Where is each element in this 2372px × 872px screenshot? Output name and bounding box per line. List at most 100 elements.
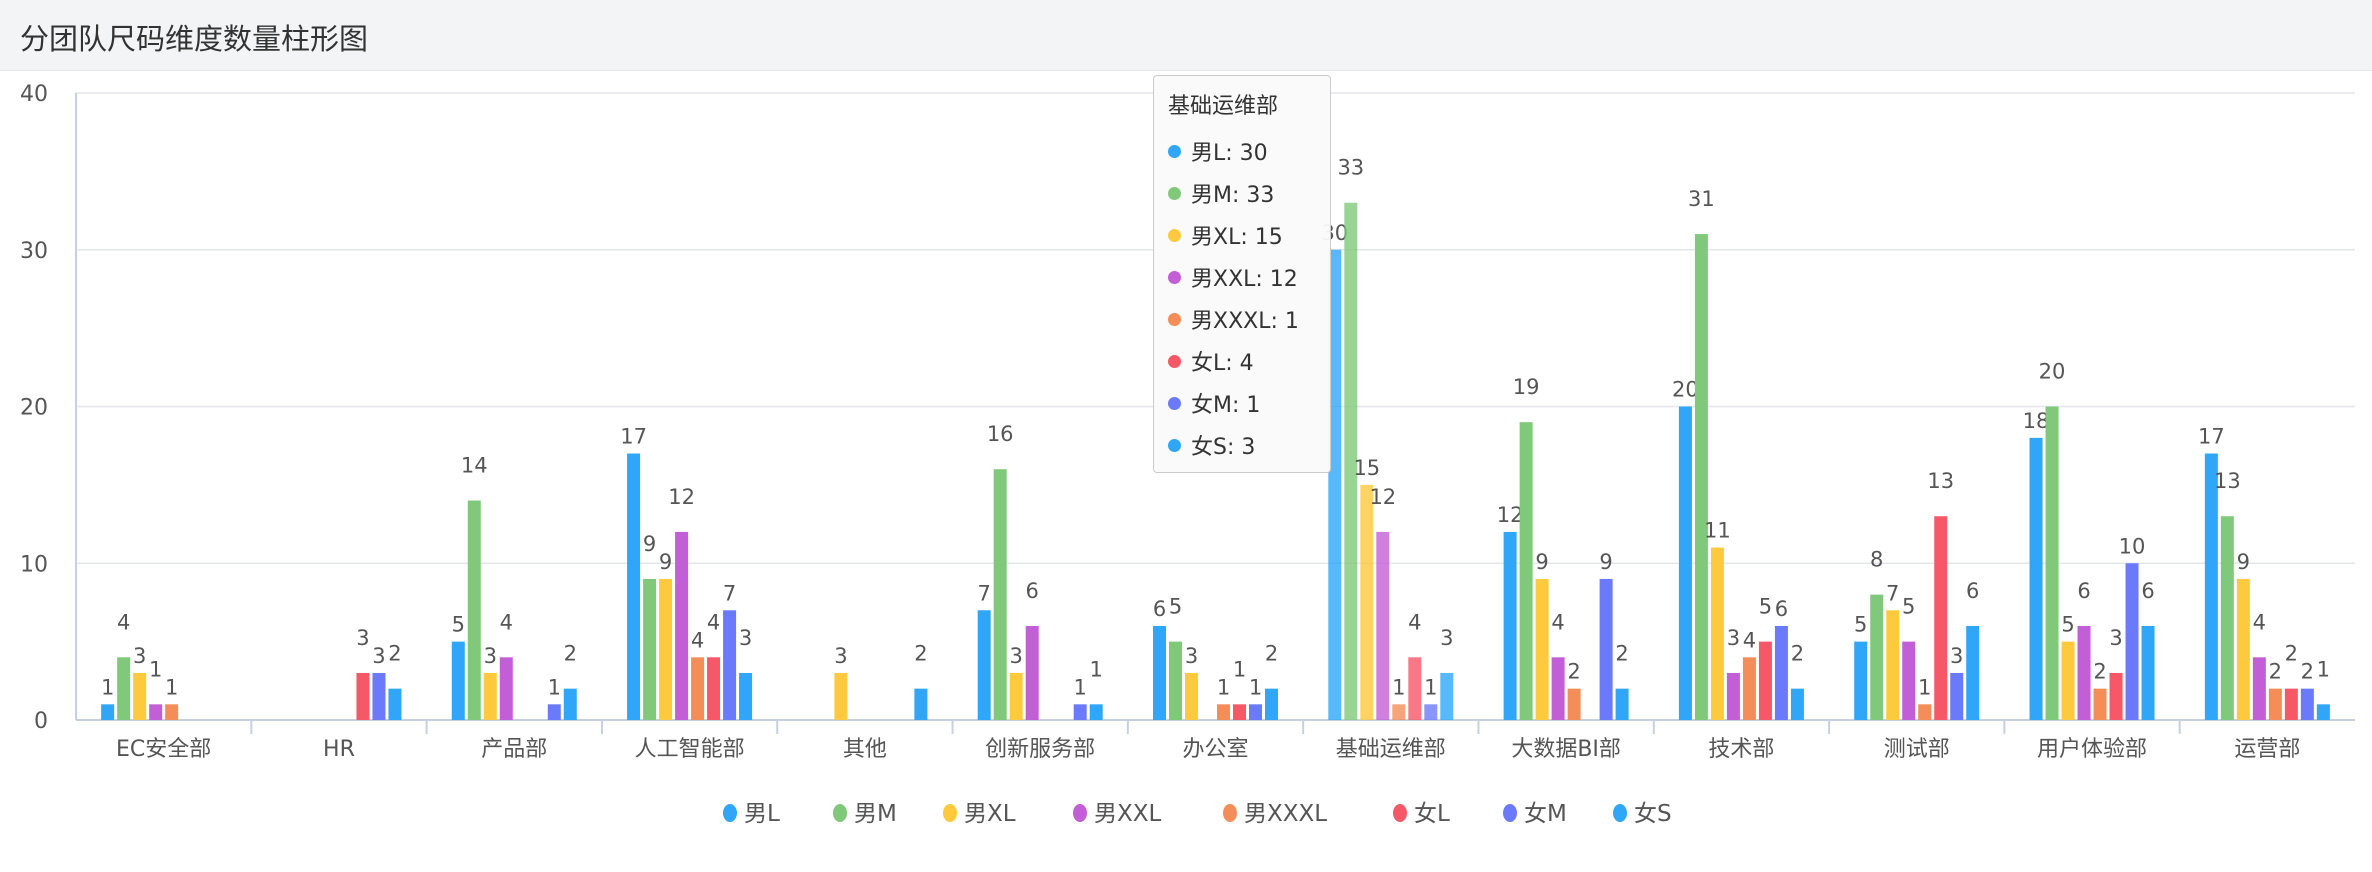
data-label: 6 [1153, 597, 1166, 621]
bar [1710, 547, 1724, 720]
legend-item[interactable]: 男M [854, 801, 897, 827]
data-label: 3 [1185, 644, 1198, 668]
bar [547, 704, 561, 720]
x-tick-label: 用户体验部 [2037, 737, 2147, 762]
data-label: 3 [739, 626, 752, 650]
tooltip-value: 女M: 1 [1191, 393, 1261, 418]
bar [2061, 641, 2075, 720]
data-label: 4 [1743, 628, 1756, 652]
legend-marker [723, 804, 737, 822]
tooltip-value: 男XL: 15 [1191, 225, 1283, 250]
legend-item[interactable]: 男XL [964, 801, 1016, 827]
bar [388, 688, 402, 720]
tooltip-row: 男L: 30 [1168, 130, 1316, 172]
legend-marker [1393, 804, 1407, 822]
legend-marker [1613, 804, 1627, 822]
bar [2284, 688, 2298, 720]
bar [1265, 688, 1278, 720]
data-label: 1 [548, 675, 561, 699]
bar [707, 657, 721, 720]
legend-item[interactable]: 男XXL [1094, 801, 1162, 827]
data-label: 4 [691, 628, 704, 652]
bar [1726, 672, 1740, 720]
x-tick-label: 测试部 [1884, 737, 1950, 762]
data-label: 8 [1870, 548, 1883, 572]
data-label: 3 [2109, 626, 2122, 650]
tooltip-row: 女M: 1 [1168, 382, 1316, 424]
tooltip-value: 男XXXL: 1 [1191, 309, 1299, 334]
x-tick-label: 创新服务部 [985, 737, 1095, 762]
data-label: 1 [1249, 675, 1262, 699]
bar [1535, 578, 1549, 720]
bar [2204, 453, 2218, 720]
bar [1918, 704, 1932, 720]
bar [1009, 672, 1023, 720]
bar [643, 578, 657, 720]
data-label: 3 [356, 626, 369, 650]
bar [1774, 625, 1788, 720]
data-label: 31 [1688, 187, 1715, 211]
tooltip-value: 男XXL: 12 [1191, 267, 1298, 292]
bar [1599, 578, 1613, 720]
legend-marker [833, 804, 847, 822]
data-label: 4 [1551, 610, 1564, 634]
bar [2300, 688, 2314, 720]
bar [483, 672, 497, 720]
bar [1073, 704, 1087, 720]
legend-marker [1503, 804, 1517, 822]
data-label: 6 [2077, 579, 2090, 603]
data-label: 9 [1599, 550, 1612, 574]
legend-item[interactable]: 女S [1634, 801, 1672, 827]
bar [1328, 249, 1342, 720]
data-label: 2 [2301, 660, 2314, 684]
data-label: 7 [1886, 581, 1899, 605]
x-tick-label: 产品部 [481, 737, 547, 762]
bar [1886, 610, 1900, 720]
data-label: 2 [564, 642, 577, 666]
bar [1440, 672, 1454, 720]
legend-marker [1223, 804, 1237, 822]
data-label: 9 [643, 532, 656, 556]
data-label: 4 [707, 610, 720, 634]
data-label: 3 [484, 644, 497, 668]
bar [1615, 688, 1629, 720]
bar [1169, 641, 1182, 720]
data-label: 1 [1392, 675, 1405, 699]
data-label: 5 [1759, 595, 1772, 619]
legend-item[interactable]: 男XXXL [1244, 801, 1327, 827]
legend-item[interactable]: 女M [1524, 801, 1567, 827]
data-label: 10 [2119, 534, 2146, 558]
x-tick-label: EC安全部 [116, 737, 211, 762]
data-label: 3 [1440, 626, 1453, 650]
bar [834, 672, 848, 720]
bar [2109, 672, 2123, 720]
data-label: 7 [723, 581, 736, 605]
bar [1408, 657, 1422, 720]
bar [1567, 688, 1581, 720]
bar [1854, 641, 1868, 720]
bar [739, 672, 753, 720]
data-label: 18 [2023, 409, 2050, 433]
bar [2077, 625, 2091, 720]
data-label: 1 [1918, 675, 1931, 699]
data-label: 11 [1704, 519, 1731, 543]
legend-item[interactable]: 男L [744, 801, 780, 827]
data-label: 9 [659, 550, 672, 574]
bar [1742, 657, 1756, 720]
data-label: 12 [1497, 503, 1524, 527]
bar [2316, 704, 2330, 720]
tooltip-value: 女L: 4 [1191, 351, 1254, 376]
bar [1678, 406, 1692, 720]
data-label: 2 [1615, 642, 1628, 666]
tooltip: 基础运维部 男L: 30 男M: 33 男XL: 15 男XXL: 12 男XXXL: … [1153, 75, 1331, 473]
data-label: 4 [1408, 610, 1421, 634]
data-label: 12 [1369, 485, 1396, 509]
series-dot-icon [1168, 144, 1181, 158]
x-tick-label: 办公室 [1182, 737, 1248, 762]
tooltip-row: 男M: 33 [1168, 172, 1316, 214]
data-label: 2 [1265, 642, 1278, 666]
data-label: 33 [1337, 156, 1364, 180]
legend-item[interactable]: 女L [1414, 801, 1450, 827]
data-label: 1 [1074, 675, 1087, 699]
bar [372, 672, 386, 720]
